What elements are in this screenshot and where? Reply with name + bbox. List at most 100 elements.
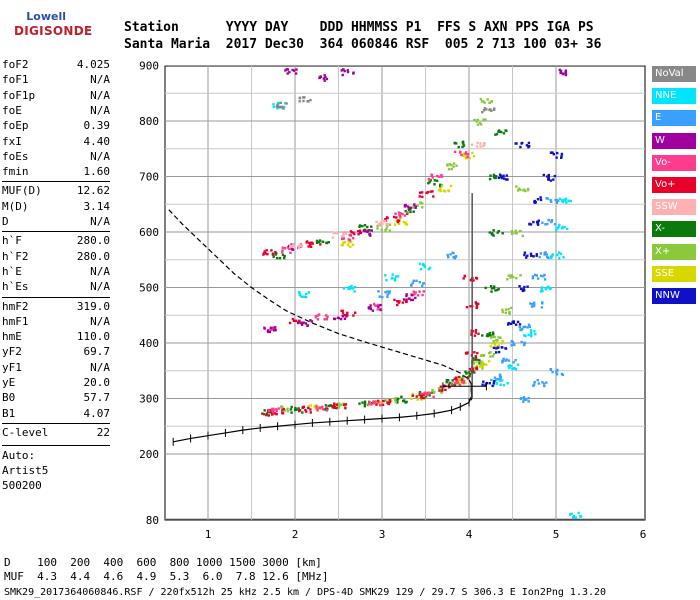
echo-point (368, 229, 371, 232)
echo-point (290, 411, 293, 414)
echo-point (353, 290, 356, 293)
echo-point (369, 304, 372, 307)
echo-point (499, 377, 502, 381)
echo-point (411, 298, 415, 302)
echo-point (440, 184, 444, 188)
echo-point (479, 145, 482, 148)
echo-point (318, 240, 321, 244)
echo-point (492, 108, 496, 111)
echo-point (400, 395, 403, 398)
echo-point (455, 142, 458, 145)
echo-point (579, 515, 582, 518)
echo-point (412, 293, 415, 297)
echo-point (270, 326, 273, 330)
param-name: foEp (2, 119, 29, 133)
echo-point (406, 212, 409, 216)
echo-point (475, 364, 479, 368)
echo-point (337, 404, 341, 407)
echo-point (370, 403, 373, 406)
echo-point (265, 413, 268, 417)
echo-point (353, 285, 357, 289)
echo-point (409, 298, 413, 302)
echo-point (470, 143, 474, 146)
echo-point (447, 386, 451, 389)
echo-point (555, 156, 558, 159)
echo-point (418, 290, 421, 293)
param-value: 12.62 (76, 184, 110, 198)
param-row: foF2 4.025 (2, 58, 110, 73)
param-name: h`F2 (2, 249, 29, 263)
echo-point (342, 232, 345, 236)
echo-point (475, 305, 479, 308)
echo-point (502, 174, 505, 177)
echo-point (561, 227, 564, 230)
echo-point (556, 253, 559, 257)
echo-point (262, 253, 265, 256)
x-tick-label: 4 (466, 528, 473, 541)
echo-point (478, 362, 481, 365)
echo-point (529, 331, 533, 334)
param-separator (2, 231, 110, 233)
echo-point (343, 403, 346, 406)
echo-point (497, 230, 500, 233)
y-tick-label: 600 (139, 226, 159, 239)
echo-point (405, 293, 408, 296)
echo-point (418, 390, 422, 394)
echo-point (501, 361, 504, 364)
echo-point (533, 201, 537, 204)
echo-point (437, 189, 441, 192)
echo-point (550, 220, 553, 224)
echo-point (562, 72, 565, 76)
echo-point (304, 322, 308, 325)
echo-point (558, 223, 561, 227)
echo-point (451, 384, 454, 387)
echo-point (388, 401, 392, 404)
echo-point (509, 322, 513, 325)
echo-point (359, 231, 363, 235)
echo-point (447, 256, 450, 259)
echo-point (384, 399, 387, 402)
echo-point (368, 400, 371, 404)
echo-point (546, 222, 549, 226)
echo-point (494, 175, 498, 178)
echo-point (536, 198, 540, 201)
echo-point (270, 407, 274, 411)
echo-point (535, 274, 538, 277)
echo-point (514, 359, 517, 362)
echo-point (398, 214, 402, 217)
echo-point (281, 246, 284, 249)
echo-point (502, 177, 506, 180)
echo-point (483, 142, 486, 145)
echo-point (486, 333, 489, 336)
echo-point (445, 379, 449, 382)
y-tick-label: 500 (139, 282, 159, 295)
echo-point (385, 227, 388, 231)
param-name: yF2 (2, 345, 22, 359)
echo-point (315, 405, 318, 408)
echo-point (551, 370, 554, 374)
echo-point (552, 178, 555, 181)
echo-point (549, 179, 553, 182)
echo-point (450, 167, 453, 171)
echo-point (319, 75, 322, 78)
echo-point (408, 297, 411, 300)
param-value: 22 (96, 425, 110, 439)
echo-point (393, 223, 397, 226)
echo-point (363, 400, 367, 403)
echo-point (276, 107, 279, 110)
echo-point (468, 156, 471, 160)
echo-point (281, 409, 284, 412)
echo-point (485, 108, 488, 111)
echo-point (495, 378, 498, 382)
echo-point (495, 341, 498, 344)
echo-point (418, 191, 422, 194)
echo-point (318, 239, 322, 242)
y-tick-label: 800 (139, 115, 159, 128)
echo-point (273, 326, 276, 329)
echo-point (466, 377, 470, 380)
echo-point (567, 199, 570, 202)
echo-point (572, 516, 575, 519)
echo-point (423, 265, 426, 268)
echo-point (452, 256, 455, 259)
echo-point (416, 204, 419, 207)
